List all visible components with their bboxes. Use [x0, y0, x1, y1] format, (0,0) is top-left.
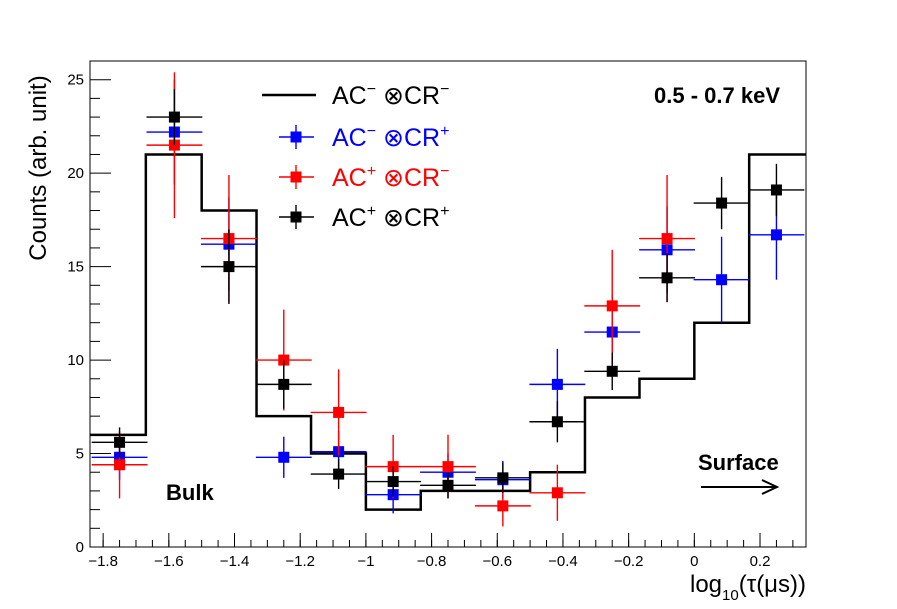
data-point	[114, 459, 126, 471]
legend-entry-1: AC− ⊗CR−	[262, 81, 449, 110]
data-point	[606, 365, 618, 377]
legend-marker	[290, 171, 302, 183]
legend-marker	[290, 211, 302, 223]
legend-label: AC− ⊗CR−	[332, 81, 449, 110]
legend-entry-2: AC− ⊗CR+	[279, 123, 449, 152]
x-axis-title-sub: 10	[722, 587, 739, 604]
y-tick-label: 0	[76, 539, 84, 556]
legend-marker	[290, 131, 302, 143]
data-point	[770, 184, 782, 196]
data-point	[442, 479, 454, 491]
data-point	[661, 272, 673, 284]
x-axis-title-arg: (τ(μs))	[739, 571, 806, 598]
data-point	[278, 451, 290, 463]
x-tick-label: −0.2	[614, 553, 644, 570]
bulk-annotation: Bulk	[166, 480, 214, 505]
series-3	[91, 89, 805, 499]
data-point	[551, 378, 563, 390]
y-tick-label: 20	[67, 165, 84, 182]
y-axis-title: Counts (arb. unit)	[25, 75, 52, 260]
legend-entry-3: AC+ ⊗CR−	[279, 163, 449, 192]
x-tick-label: −0.4	[548, 553, 578, 570]
data-point	[223, 261, 235, 273]
y-tick-label: 15	[67, 259, 84, 276]
y-tick-label: 10	[67, 352, 84, 369]
x-tick-label: −0.6	[482, 553, 512, 570]
y-tick-label: 25	[67, 72, 84, 89]
data-point	[442, 461, 454, 473]
points-layer	[91, 72, 805, 527]
data-point	[770, 229, 782, 241]
chart-title: 0.5 - 0.7 keV	[654, 83, 780, 108]
x-tick-label: −1.2	[285, 553, 315, 570]
surface-arrow-icon	[701, 479, 780, 495]
x-tick-label: −1.8	[88, 553, 118, 570]
x-tick-label: −1.4	[220, 553, 250, 570]
data-point	[606, 300, 618, 312]
x-tick-label: 0.2	[750, 553, 771, 570]
data-point	[114, 436, 126, 448]
data-point	[333, 406, 345, 418]
data-point	[387, 476, 399, 488]
axes-layer: −1.8 −1.6 −1.4 −1.2 −1 −0.8 −0.6 −0.4 −0.2 0 0.2 0 5…	[67, 60, 794, 570]
legend-label: AC+ ⊗CR+	[332, 203, 449, 232]
histogram-layer	[90, 153, 806, 511]
legend-label: AC− ⊗CR+	[332, 123, 449, 152]
legend-label: AC+ ⊗CR−	[332, 163, 449, 192]
data-point	[278, 378, 290, 390]
data-point	[661, 233, 673, 245]
data-point	[551, 416, 563, 428]
x-axis-title-log: log	[690, 571, 722, 598]
x-axis-title: log10(τ(μs))	[690, 571, 806, 604]
data-point	[716, 197, 728, 209]
data-point	[497, 472, 509, 484]
y-tick-label: 5	[76, 446, 84, 463]
legend: AC− ⊗CR− AC− ⊗CR+ AC+ ⊗CR− AC+ ⊗CR+	[262, 81, 449, 232]
data-point	[168, 111, 180, 123]
data-point	[333, 468, 345, 480]
x-tick-label: 0	[690, 553, 698, 570]
x-tick-label: −1	[357, 553, 374, 570]
x-tick-label: −1.6	[154, 553, 184, 570]
data-point	[551, 487, 563, 499]
x-tick-label: −0.8	[417, 553, 447, 570]
data-point	[716, 274, 728, 286]
data-point	[497, 500, 509, 512]
surface-annotation: Surface	[698, 450, 779, 475]
legend-entry-4: AC+ ⊗CR+	[279, 203, 449, 232]
histogram-line	[90, 153, 806, 511]
